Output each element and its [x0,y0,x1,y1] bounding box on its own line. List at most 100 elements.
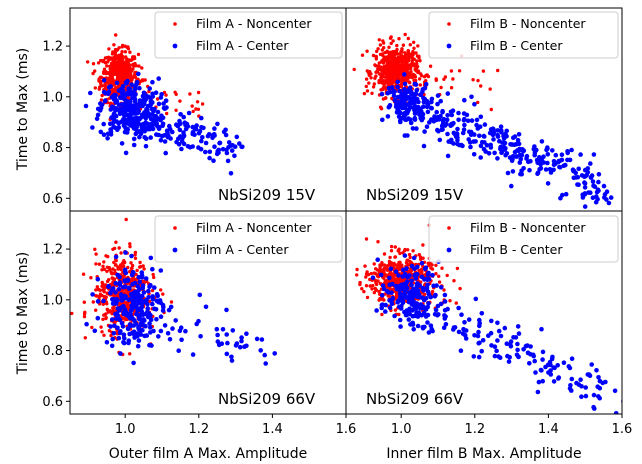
noncenter-point [107,76,112,81]
center-point [134,304,139,310]
center-point [138,321,144,326]
noncenter-point [111,66,115,70]
noncenter-point [373,76,377,80]
noncenter-point [70,311,74,316]
noncenter-point [150,288,155,293]
noncenter-point [112,246,117,251]
noncenter-point [371,283,375,288]
center-point [225,340,230,346]
center-point [183,328,188,334]
noncenter-point [380,53,385,57]
center-point [175,123,181,129]
center-point [514,352,520,358]
center-point [160,121,166,127]
center-point [535,389,541,395]
noncenter-point [100,93,104,98]
noncenter-point [115,62,119,66]
center-point [136,121,142,127]
legend-bottom-left: Film A - Noncenter Film A - Center [154,215,343,263]
center-point [215,121,220,127]
noncenter-point [402,249,407,253]
center-point [583,393,589,399]
center-point [425,109,431,115]
center-point [229,358,235,363]
center-point [479,348,485,354]
noncenter-point [381,81,385,85]
noncenter-point [379,107,384,111]
center-point [120,324,126,329]
center-point [559,152,565,157]
center-point [123,294,128,299]
noncenter-point [387,45,391,49]
center-point [214,151,220,157]
center-point [139,293,145,299]
noncenter-point [97,262,102,266]
center-point [162,323,168,328]
center-point [443,322,449,327]
center-point [152,306,157,312]
center-point [486,151,492,156]
center-point [456,305,461,311]
noncenter-point [362,91,367,96]
noncenter-point [110,272,114,276]
noncenter-point [116,54,121,58]
center-point [133,84,138,89]
center-point [211,158,216,163]
center-point [137,129,143,134]
center-point [539,157,544,163]
y-axis-label-bottom: Time to Max (ms) [15,252,31,375]
noncenter-point [155,97,160,101]
center-point [443,314,448,319]
center-point [263,361,269,366]
center-point [563,191,569,197]
noncenter-point [434,263,438,267]
noncenter-point [394,71,398,76]
center-point [540,357,545,362]
center-point [216,147,222,153]
center-point [161,305,166,310]
center-point [384,288,390,294]
center-point [237,344,243,350]
center-point [440,127,445,132]
center-point [402,253,408,258]
noncenter-point [100,284,104,288]
noncenter-point [131,278,135,282]
noncenter-point [377,61,381,65]
frame-bottom-right [345,210,623,415]
center-point [136,108,142,114]
center-point [134,79,140,85]
y-tick-label: 1.0 [42,293,63,308]
center-point [123,250,128,255]
center-point [225,158,231,164]
center-point [176,348,181,354]
center-point [259,337,265,342]
center-point [474,117,480,123]
noncenter-point [399,84,404,89]
center-point [392,98,398,103]
legend-label-noncenter: Film B - Noncenter [470,16,586,31]
center-point [162,106,168,111]
center-point [448,139,454,144]
center-point [130,95,135,101]
center-point [239,338,244,344]
noncenter-point [123,65,127,69]
center-point [499,149,505,155]
center-point [107,121,113,127]
center-point [455,126,460,132]
center-point [423,265,429,271]
center-point [499,128,504,133]
center-point [147,321,152,326]
noncenter-point [410,59,415,63]
noncenter-point [387,272,391,276]
center-point [425,320,430,325]
center-point [592,406,597,411]
center-point [510,169,516,174]
center-point [113,311,118,317]
noncenter-point [378,269,382,273]
noncenter-point [407,80,411,84]
center-point [547,359,553,365]
center-point [513,154,519,159]
center-point [178,112,183,117]
center-point [399,104,405,109]
center-point [454,133,460,138]
